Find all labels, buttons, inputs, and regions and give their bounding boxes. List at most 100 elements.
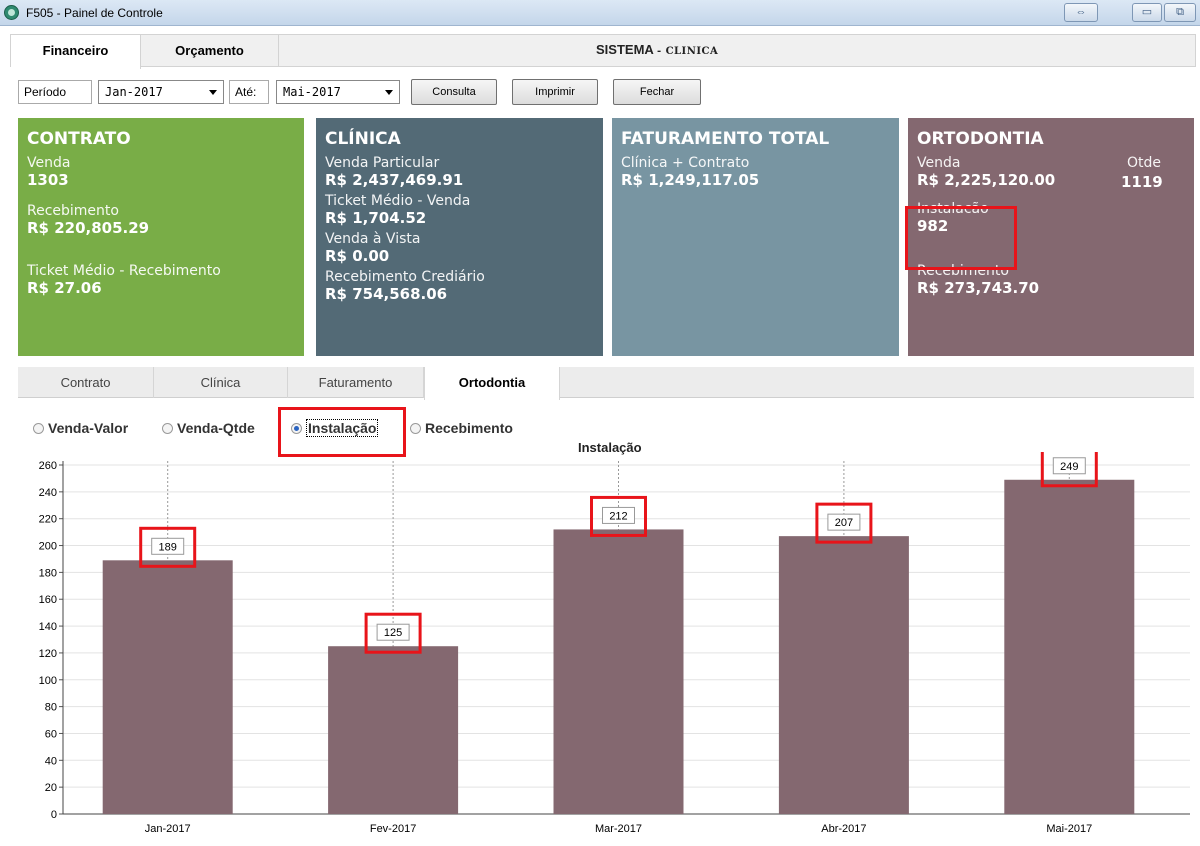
card-label: Recebimento — [27, 203, 119, 219]
data-label-box — [602, 506, 635, 524]
highlight-box — [364, 612, 422, 654]
from-period-select[interactable]: Jan-2017 — [98, 80, 224, 104]
window-title: F505 - Painel de Controle — [26, 6, 163, 20]
tab-ortodontia[interactable]: Ortodontia — [424, 367, 560, 400]
sub-tab-bar: Contrato Clínica Faturamento Ortodontia — [18, 367, 1194, 400]
bar — [553, 529, 684, 814]
card-value: 982 — [917, 217, 949, 235]
card-label: Ticket Médio - Venda — [325, 193, 471, 209]
y-tick-label: 0 — [51, 809, 57, 821]
card-value: R$ 273,743.70 — [917, 279, 1040, 297]
x-tick-label: Mar-2017 — [595, 823, 642, 835]
card-label: Venda — [917, 155, 961, 171]
top-tab-bar: Financeiro Orçamento — [10, 34, 1196, 69]
y-tick-label: 20 — [45, 782, 57, 794]
tab-financeiro[interactable]: Financeiro — [11, 35, 141, 69]
card-label: Recebimento Crediário — [325, 269, 485, 285]
card-label-qtde: Otde — [1127, 155, 1162, 171]
highlight-box — [278, 407, 406, 457]
data-label-box — [151, 537, 185, 555]
to-period-select[interactable]: Mai-2017 — [276, 80, 400, 104]
bar — [778, 536, 909, 814]
y-tick-label: 60 — [45, 728, 57, 740]
radio-dot-icon — [162, 423, 173, 434]
restore-icon[interactable]: ⇔ — [1064, 3, 1098, 22]
card-label: Venda Particular — [325, 155, 440, 171]
card-value: R$ 0.00 — [325, 247, 390, 265]
y-tick-label: 260 — [39, 460, 57, 472]
radio-label: Recebimento — [425, 420, 513, 436]
tab-orcamento[interactable]: Orçamento — [141, 35, 279, 67]
y-tick-label: 40 — [45, 755, 57, 767]
x-tick-label: Jan-2017 — [145, 823, 191, 835]
y-tick-label: 180 — [39, 567, 57, 579]
y-tick-label: 200 — [39, 541, 57, 553]
tab-clinica[interactable]: Clínica — [154, 367, 288, 398]
y-tick-label: 120 — [39, 648, 57, 660]
data-label: 125 — [384, 627, 402, 639]
period-label: Período — [18, 80, 92, 104]
card-label: Venda — [27, 155, 71, 171]
card-value: R$ 754,568.06 — [325, 285, 448, 303]
chart-title: Instalação — [578, 440, 642, 455]
card-faturamento: FATURAMENTO TOTAL Clínica + Contrato R$ … — [612, 118, 899, 356]
card-title: ORTODONTIA — [917, 129, 1044, 149]
card-clinica: CLÍNICA Venda Particular R$ 2,437,469.91… — [316, 118, 603, 356]
highlight-box — [905, 206, 1017, 270]
card-title: FATURAMENTO TOTAL — [621, 129, 830, 149]
x-tick-label: Fev-2017 — [370, 823, 416, 835]
card-value: R$ 1,249,117.05 — [621, 171, 760, 189]
tab-faturamento[interactable]: Faturamento — [288, 367, 424, 398]
y-tick-label: 220 — [39, 514, 57, 526]
y-tick-label: 140 — [39, 621, 57, 633]
imprimir-button[interactable]: Imprimir — [512, 79, 598, 105]
card-value: R$ 220,805.29 — [27, 219, 150, 237]
data-label-box — [1052, 457, 1086, 475]
data-label: 249 — [1060, 461, 1078, 473]
bar — [1004, 479, 1135, 814]
card-contrato: CONTRATO Venda 1303 Recebimento R$ 220,8… — [18, 118, 304, 356]
bar-chart: 0 20 40 60 80 100 120 140 160 180 200 220 240 260 189 J… — [39, 452, 1190, 835]
card-label: Clínica + Contrato — [621, 155, 750, 171]
y-tick-label: 160 — [39, 594, 57, 606]
card-value-qtde: 1119 — [1121, 173, 1163, 191]
minimize-icon[interactable]: ▭ — [1132, 3, 1162, 22]
data-label-box — [827, 513, 861, 531]
bar — [328, 646, 459, 814]
tab-contrato[interactable]: Contrato — [18, 367, 154, 398]
highlight-box — [815, 502, 873, 544]
card-value: R$ 1,704.52 — [325, 209, 427, 227]
card-label: Instalacão — [917, 201, 989, 217]
bar — [102, 560, 233, 814]
chevron-down-icon — [385, 90, 393, 95]
card-title: CLÍNICA — [325, 129, 401, 149]
radio-venda-valor[interactable]: Venda-Valor — [33, 420, 128, 436]
radio-recebimento[interactable]: Recebimento — [410, 420, 513, 436]
radio-venda-qtde[interactable]: Venda-Qtde — [162, 420, 255, 436]
system-name: SISTEMA — [596, 42, 654, 57]
y-tick-label: 80 — [45, 702, 57, 714]
until-label: Até: — [229, 80, 269, 104]
radio-instalacao[interactable]: Instalação — [291, 419, 379, 437]
card-label: Venda à Vista — [325, 231, 421, 247]
data-label: 189 — [159, 541, 177, 553]
highlight-box — [139, 526, 197, 568]
card-value: R$ 27.06 — [27, 279, 102, 297]
to-period-value: Mai-2017 — [283, 85, 341, 99]
window-titlebar: F505 - Painel de Controle ⇔ ▭ ⧉ — [0, 0, 1200, 26]
app-icon — [4, 5, 19, 20]
y-tick-label: 100 — [39, 675, 57, 687]
fechar-button[interactable]: Fechar — [613, 79, 701, 105]
card-value: 1303 — [27, 171, 69, 189]
x-tick-label: Mai-2017 — [1046, 823, 1092, 835]
from-period-value: Jan-2017 — [105, 85, 163, 99]
consulta-button[interactable]: Consulta — [411, 79, 497, 105]
card-title: CONTRATO — [27, 129, 131, 149]
radio-label: Venda-Valor — [48, 420, 129, 436]
radio-dot-icon — [291, 423, 302, 434]
x-tick-label: Abr-2017 — [821, 823, 866, 835]
data-label-box — [376, 623, 410, 641]
card-label: Ticket Médio - Recebimento — [27, 263, 221, 279]
maximize-icon[interactable]: ⧉ — [1164, 3, 1196, 22]
highlight-box — [590, 495, 647, 537]
